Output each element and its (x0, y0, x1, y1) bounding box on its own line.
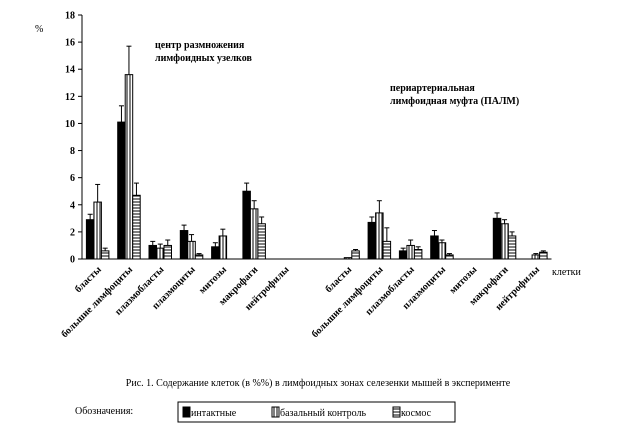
bar (445, 254, 454, 260)
y-tick-label: 4 (70, 200, 75, 211)
error-bar (87, 213, 93, 220)
y-tick-label: 18 (65, 11, 75, 22)
caption: Рис. 1. Содержание клеток (в %%) в лимфо… (126, 378, 511, 389)
annotation: периартериальная (390, 83, 475, 94)
y-tick-label: 16 (65, 38, 75, 49)
y-tick-label: 8 (70, 146, 75, 157)
legend-label: интактные (191, 408, 237, 419)
y-axis-label: % (35, 24, 43, 35)
y-tick-label: 12 (65, 92, 75, 103)
bar (132, 194, 141, 260)
y-tick-label: 6 (70, 173, 75, 184)
legend-swatch (392, 406, 401, 418)
annotation: лимфоидных узелков (155, 53, 252, 64)
y-tick-label: 0 (70, 255, 75, 266)
error-bar (126, 45, 132, 75)
bar (187, 240, 196, 260)
legend-box (177, 401, 456, 423)
bar (218, 235, 228, 260)
bar (343, 257, 353, 260)
x-tick-label: бласты (323, 264, 354, 295)
bar (117, 121, 126, 260)
bar (194, 254, 204, 260)
bar (437, 242, 447, 260)
legend-label: базальный контроль (280, 408, 367, 419)
bar (406, 244, 415, 260)
bar (100, 250, 110, 260)
bar (93, 201, 102, 260)
error-bar (244, 182, 250, 192)
error-bar (353, 249, 359, 251)
bar (257, 223, 266, 260)
annotation: центр размножения (155, 40, 245, 51)
error-bar (439, 239, 445, 243)
bar (382, 240, 392, 260)
error-bar (509, 231, 515, 236)
error-bar (533, 253, 539, 255)
error-bar (118, 105, 124, 123)
legend-swatch (182, 406, 191, 418)
error-bar (494, 212, 500, 219)
y-tick-label: 10 (65, 119, 75, 130)
bar (492, 217, 502, 260)
bar (539, 251, 548, 260)
bar (211, 246, 220, 260)
x-tick-label: бласты (73, 264, 104, 295)
legend-label: космос (401, 408, 432, 419)
error-bar (150, 240, 156, 246)
legend-swatch (271, 406, 280, 418)
error-bar (165, 239, 171, 246)
error-bar (384, 227, 390, 242)
error-bar (415, 246, 421, 250)
error-bar (212, 242, 218, 247)
bar (242, 190, 251, 260)
y-tick-label: 2 (70, 227, 75, 238)
error-bar (376, 200, 382, 213)
error-bar (259, 216, 265, 224)
bar (148, 244, 157, 260)
bar (375, 212, 384, 260)
bar (124, 74, 134, 260)
error-bar (540, 250, 546, 253)
bar (179, 230, 189, 260)
error-bar (102, 247, 108, 251)
error-bar (400, 247, 406, 251)
bar (430, 235, 439, 260)
error-bar (431, 230, 437, 236)
error-bar (157, 243, 163, 249)
bar (249, 208, 259, 260)
bar (351, 250, 360, 260)
bar (507, 235, 517, 260)
bar (413, 249, 423, 260)
bar (85, 219, 95, 260)
error-bar (446, 253, 452, 255)
bar (163, 244, 172, 260)
bar (500, 223, 509, 260)
error-bar (95, 183, 101, 203)
bar (156, 247, 165, 260)
legend-title: Обозначения: (75, 406, 133, 417)
error-bar (181, 224, 187, 231)
error-bar (196, 253, 202, 255)
y-tick-label: 14 (65, 65, 75, 76)
error-bar (251, 200, 257, 209)
error-bar (502, 219, 508, 224)
x-axis-label: клетки (552, 267, 582, 278)
error-bar (189, 234, 195, 242)
error-bar (408, 239, 414, 246)
error-bar (369, 216, 375, 223)
error-bar (133, 182, 139, 196)
error-bar (220, 228, 226, 236)
annotation: лимфоидная муфта (ПАЛМ) (390, 96, 519, 107)
bar (398, 250, 408, 260)
bar (367, 221, 377, 260)
bar (531, 254, 541, 260)
